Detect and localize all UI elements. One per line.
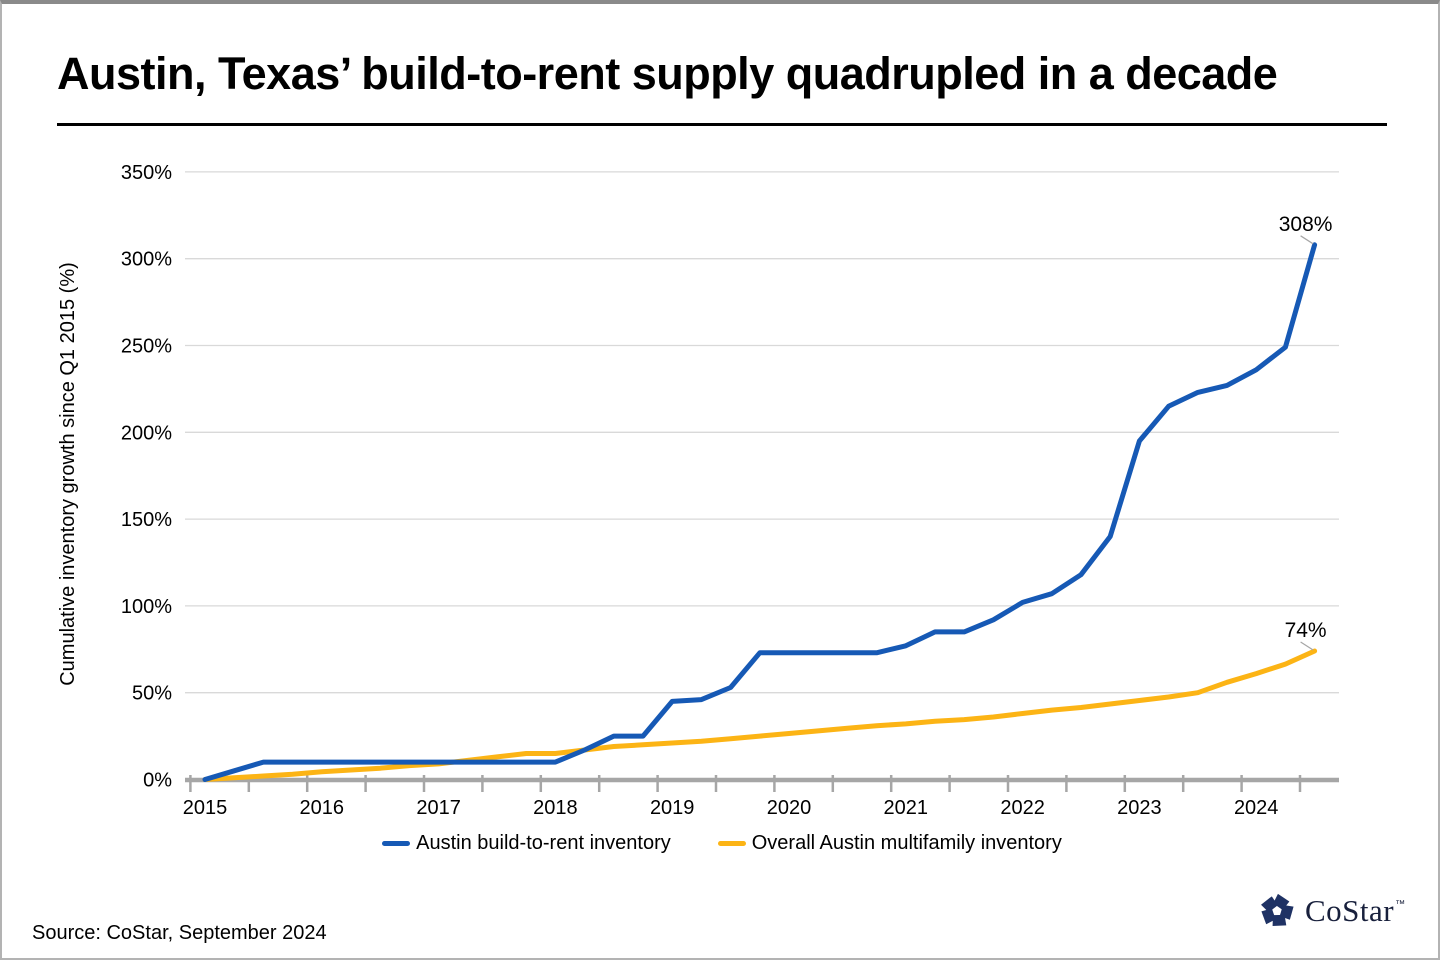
legend-swatch bbox=[382, 840, 411, 846]
chart-legend: Austin build-to-rent inventory Overall Au… bbox=[2, 828, 1438, 858]
x-axis-tick-label: 2023 bbox=[1117, 797, 1162, 819]
pinwheel-petal bbox=[1272, 914, 1287, 926]
x-axis-tick-label: 2015 bbox=[183, 797, 228, 819]
y-axis-tick-label: 100% bbox=[121, 596, 172, 618]
x-axis-tick-label: 2017 bbox=[416, 797, 461, 819]
x-axis-tick-label: 2020 bbox=[767, 797, 812, 819]
series-line bbox=[202, 242, 1318, 782]
annotation-label: 74% bbox=[1285, 619, 1327, 642]
costar-wordmark: CoStar bbox=[1305, 893, 1395, 928]
x-axis-tick-label: 2016 bbox=[300, 797, 345, 819]
y-axis-tick-label: 200% bbox=[121, 422, 172, 444]
chart-canvas: 0% 50% 100% 150% 200% 250% 300% 350% Cumulative … bbox=[57, 162, 1339, 819]
costar-pinwheel-icon bbox=[1261, 893, 1294, 926]
y-axis-tick-label: 50% bbox=[132, 683, 172, 705]
costar-logo-text: CoStar™ bbox=[1305, 892, 1405, 930]
y-axis-title: Cumulative inventory growth since Q1 201… bbox=[57, 262, 79, 686]
pinwheel-petal bbox=[1261, 908, 1276, 925]
pinwheel-petal bbox=[1261, 896, 1278, 913]
y-axis-tick-label: 0% bbox=[143, 770, 172, 792]
x-axis-tick-label: 2024 bbox=[1234, 797, 1279, 819]
source-note: Source: CoStar, September 2024 bbox=[32, 922, 327, 944]
annotation-leader-line bbox=[1300, 641, 1314, 651]
x-axis-tick-label: 2021 bbox=[884, 797, 929, 819]
annotation-leader-line bbox=[1300, 235, 1314, 245]
y-axis-tick-label: 350% bbox=[121, 162, 172, 184]
legend-swatch bbox=[717, 840, 746, 846]
legend-label: Overall Austin multifamily inventory bbox=[751, 831, 1062, 854]
legend-item: Overall Austin multifamily inventory bbox=[717, 831, 1062, 855]
costar-logo: CoStar™ bbox=[1258, 892, 1405, 930]
x-axis-tick-label: 2018 bbox=[533, 797, 578, 819]
y-axis-tick-label: 250% bbox=[121, 336, 172, 358]
trademark-symbol: ™ bbox=[1395, 899, 1406, 910]
y-axis-tick-label: 150% bbox=[121, 509, 172, 531]
chart-title: Austin, Texas’ build-to-rent supply quad… bbox=[57, 48, 1278, 99]
annotation-label: 308% bbox=[1279, 213, 1333, 236]
x-axis-tick-label: 2019 bbox=[650, 797, 695, 819]
title-underline bbox=[57, 123, 1387, 126]
y-axis-tick-label: 300% bbox=[121, 249, 172, 271]
legend-label: Austin build-to-rent inventory bbox=[416, 831, 671, 854]
x-axis-tick-label: 2022 bbox=[1000, 797, 1045, 819]
series-line bbox=[202, 648, 1318, 782]
legend-item: Austin build-to-rent inventory bbox=[382, 832, 671, 855]
